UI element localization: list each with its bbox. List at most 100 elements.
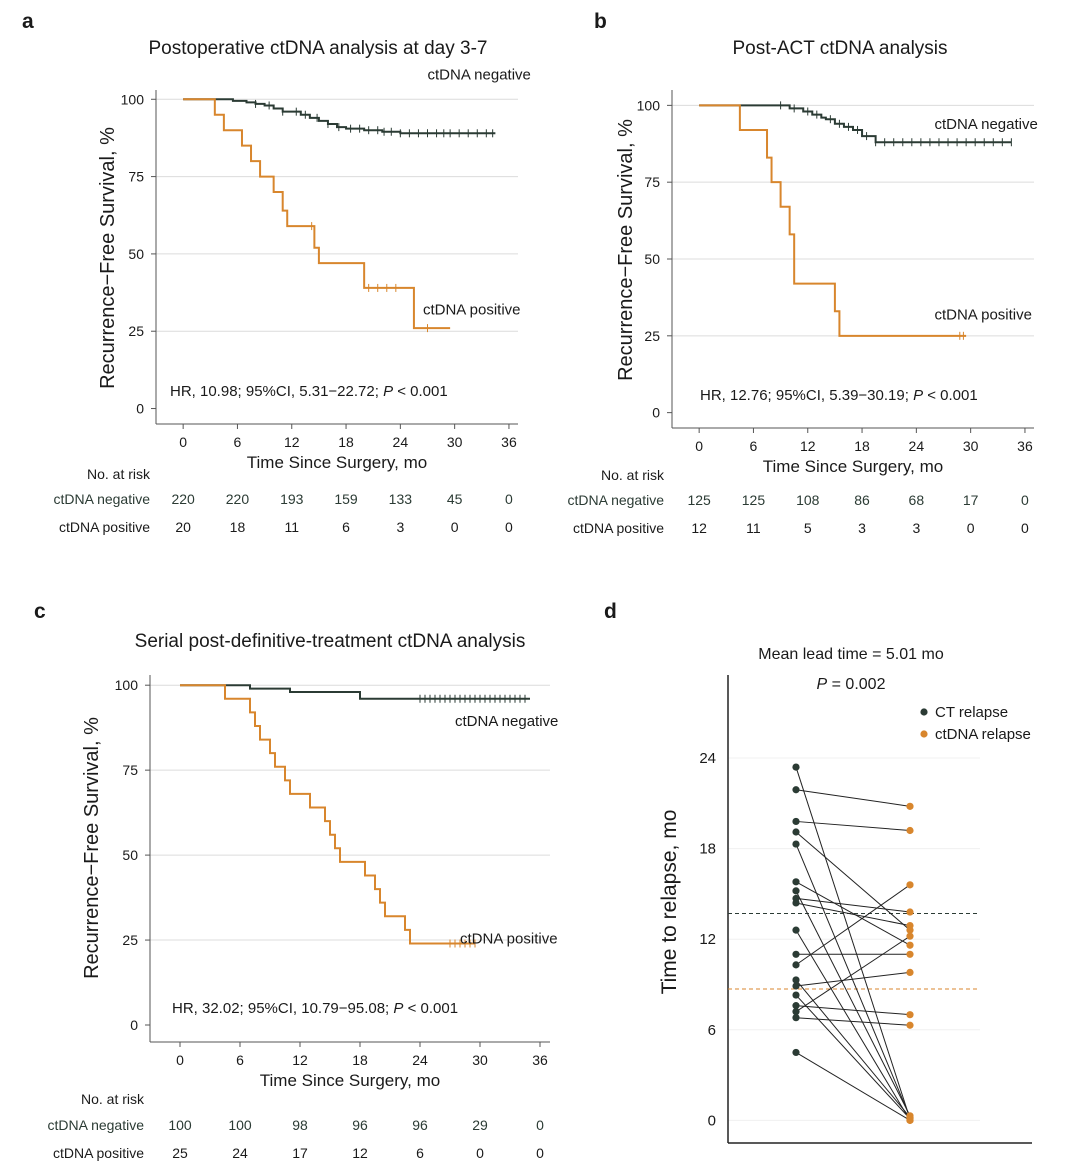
ctdna-relapse-point: [906, 802, 914, 810]
stat-annotation: HR, 10.98; 95%CI, 5.31−22.72; P < 0.001: [170, 383, 448, 400]
x-tick-label: 0: [179, 434, 187, 450]
y-tick-label: 6: [708, 1022, 716, 1039]
series-label-negative: ctDNA negative: [455, 713, 558, 730]
panel-letter: b: [594, 10, 607, 33]
risk-value: 0: [451, 519, 459, 535]
km-curve-negative: [699, 104, 1012, 144]
ctdna-relapse-point: [906, 908, 914, 916]
y-tick-label: 0: [652, 405, 660, 421]
risk-value: 68: [909, 492, 925, 508]
risk-row-label: ctDNA negative: [48, 1117, 145, 1133]
panel-a: a Postoperative ctDNA analysis at day 3-7…: [22, 10, 531, 535]
x-tick-label: 0: [695, 438, 703, 454]
ct-relapse-point: [792, 1002, 800, 1010]
x-tick-label: 6: [236, 1052, 244, 1068]
pair-line: [795, 890, 911, 1117]
ct-relapse-point: [792, 840, 800, 848]
p-value-label: P = 0.002: [817, 676, 886, 693]
y-tick-label: 75: [644, 174, 660, 190]
risk-value: 108: [796, 492, 820, 508]
panel-letter: a: [22, 10, 34, 33]
x-tick-label: 18: [854, 438, 870, 454]
risk-value: 0: [1021, 520, 1029, 536]
y-tick-label: 50: [644, 251, 660, 267]
x-tick-label: 0: [176, 1052, 184, 1068]
ctdna-relapse-point: [906, 932, 914, 940]
y-tick-label: 100: [121, 91, 145, 107]
km-curve-negative: [180, 684, 530, 700]
risk-value: 86: [854, 492, 870, 508]
y-tick-label: 0: [708, 1112, 716, 1129]
ctdna-relapse-point: [906, 1011, 914, 1019]
risk-value: 24: [232, 1145, 248, 1161]
pair-line: [795, 843, 911, 1118]
pair-line: [795, 979, 911, 1118]
risk-value: 17: [963, 492, 979, 508]
y-tick-label: 75: [122, 762, 138, 778]
series-label-negative: ctDNA negative: [934, 116, 1037, 133]
ct-relapse-point: [792, 887, 800, 895]
y-tick-label: 18: [699, 841, 716, 858]
x-tick-label: 12: [800, 438, 816, 454]
x-tick-label: 30: [447, 434, 463, 450]
y-axis-label: Recurrence−Free Survival, %: [81, 717, 103, 979]
risk-value: 6: [416, 1145, 424, 1161]
y-axis-label: Time to relapse, mo: [658, 810, 681, 995]
pair-line: [795, 929, 911, 1121]
risk-row-label: ctDNA negative: [54, 491, 151, 507]
y-tick-label: 50: [122, 847, 138, 863]
risk-row-label: ctDNA negative: [568, 492, 665, 508]
km-curve-positive: [699, 104, 967, 337]
pair-line: [795, 1005, 911, 1016]
panel-d: d Mean lead time = 5.01 mo P = 0.002 0 6 12 18…: [604, 600, 1032, 1144]
ct-relapse-point: [792, 878, 800, 886]
ct-relapse-point: [792, 991, 800, 999]
pair-line: [795, 831, 911, 931]
km-curve-positive: [180, 684, 475, 945]
ctdna-relapse-point: [906, 950, 914, 958]
stat-annotation: HR, 12.76; 95%CI, 5.39−30.19; P < 0.001: [700, 387, 978, 404]
risk-value: 0: [505, 519, 513, 535]
risk-row-label: ctDNA positive: [59, 519, 150, 535]
risk-table-title: No. at risk: [601, 467, 665, 483]
y-axis-label: Recurrence−Free Survival, %: [615, 119, 637, 381]
pair-line: [795, 935, 911, 1013]
risk-value: 220: [226, 491, 250, 507]
series-label-positive: ctDNA positive: [934, 306, 1032, 323]
risk-value: 193: [280, 491, 304, 507]
panel-letter: c: [34, 600, 46, 623]
risk-value: 96: [412, 1117, 428, 1133]
risk-value: 11: [746, 520, 761, 536]
x-tick-label: 24: [412, 1052, 428, 1068]
ct-relapse-point: [792, 763, 800, 771]
risk-table-title: No. at risk: [87, 466, 151, 482]
risk-value: 12: [352, 1145, 368, 1161]
y-tick-label: 25: [644, 328, 660, 344]
km-curve-positive: [183, 98, 451, 330]
y-tick-label: 0: [130, 1017, 138, 1033]
risk-value: 0: [505, 491, 513, 507]
risk-value: 12: [691, 520, 707, 536]
y-axis-label: Recurrence−Free Survival, %: [97, 127, 119, 389]
risk-value: 100: [228, 1117, 252, 1133]
x-tick-label: 6: [234, 434, 242, 450]
chart-title: Serial post-definitive-treatment ctDNA a…: [135, 631, 526, 652]
risk-value: 25: [172, 1145, 188, 1161]
panel-letter: d: [604, 600, 617, 623]
x-tick-label: 36: [532, 1052, 548, 1068]
x-axis-label: Time Since Surgery, mo: [260, 1071, 440, 1090]
ctdna-relapse-point: [906, 881, 914, 889]
ct-relapse-point: [792, 1048, 800, 1057]
legend-label: ctDNA relapse: [935, 726, 1031, 743]
ct-relapse-point: [792, 817, 800, 826]
risk-value: 98: [292, 1117, 308, 1133]
risk-value: 0: [476, 1145, 484, 1161]
ctdna-relapse-point: [906, 941, 914, 949]
ct-relapse-point: [792, 926, 800, 934]
x-tick-label: 30: [963, 438, 979, 454]
y-tick-label: 25: [128, 323, 144, 339]
y-tick-label: 100: [637, 97, 661, 113]
risk-value: 0: [536, 1145, 544, 1161]
